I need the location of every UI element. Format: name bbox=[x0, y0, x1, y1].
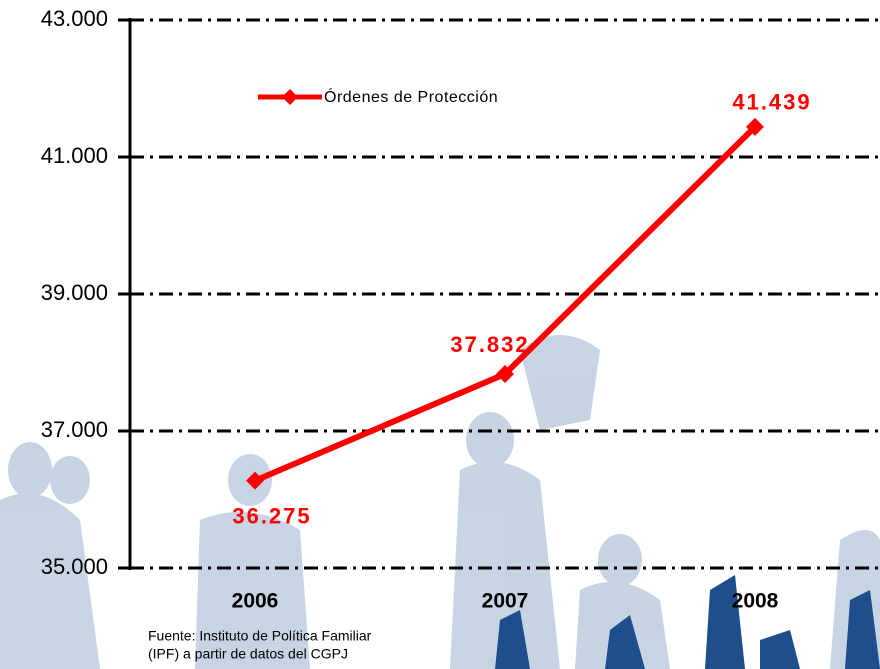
y-tick-label: 41.000 bbox=[41, 143, 108, 168]
value-label: 37.832 bbox=[450, 332, 529, 357]
x-tick-label: 2006 bbox=[232, 590, 279, 613]
x-tick-label: 2007 bbox=[482, 590, 529, 613]
y-tick-label: 43.000 bbox=[41, 6, 108, 31]
x-tick-label: 2008 bbox=[732, 590, 779, 613]
y-tick-label: 35.000 bbox=[41, 554, 108, 579]
chart: 35.000 37.000 39.000 41.000 43.000 2006 2007 20… bbox=[0, 0, 880, 669]
y-tick-label: 37.000 bbox=[41, 417, 108, 442]
source-note: (IPF) a partir de datos del CGPJ bbox=[148, 646, 348, 662]
legend-label: Órdenes de Protección bbox=[324, 87, 498, 106]
value-label: 36.275 bbox=[232, 503, 311, 528]
background-silhouettes bbox=[0, 335, 880, 669]
source-note: Fuente: Instituto de Política Familiar bbox=[148, 628, 372, 644]
value-label: 41.439 bbox=[732, 90, 811, 115]
y-tick-label: 39.000 bbox=[41, 280, 108, 305]
